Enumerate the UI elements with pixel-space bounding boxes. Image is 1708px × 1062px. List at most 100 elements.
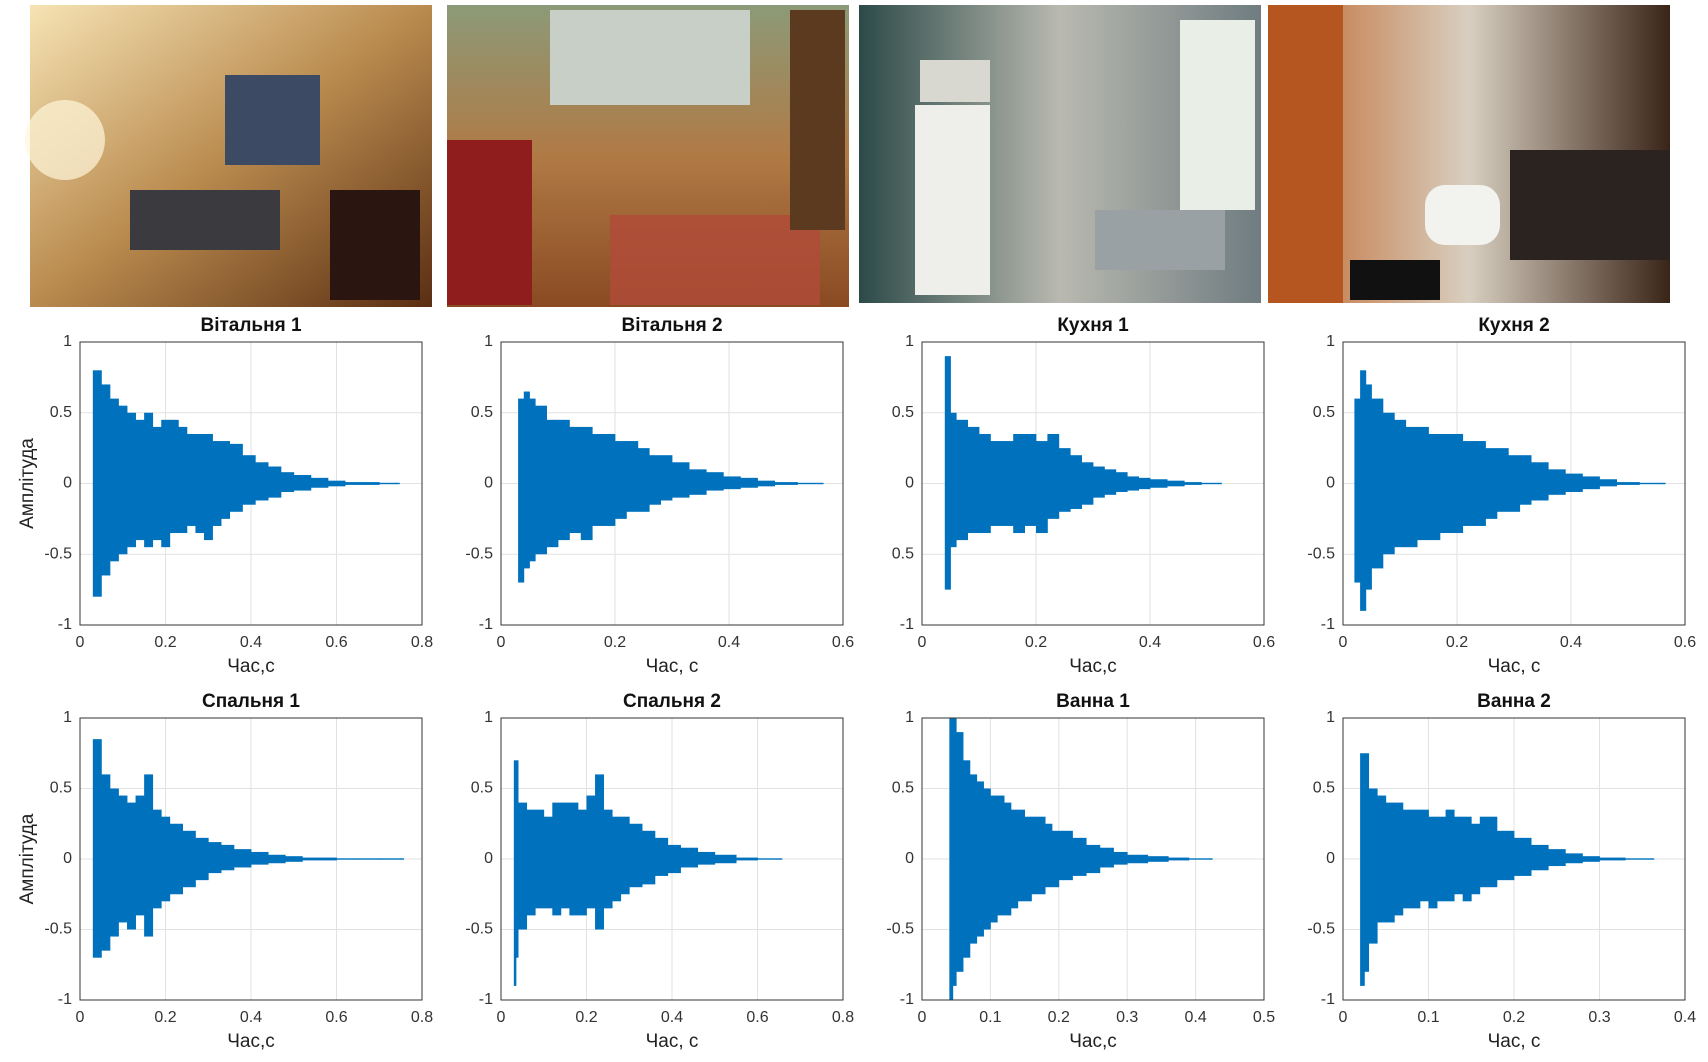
waveform-segment xyxy=(242,455,255,505)
x-tick-label: 0.4 xyxy=(240,1009,262,1026)
waveform-segment xyxy=(638,448,650,512)
waveform-segment xyxy=(1082,462,1094,504)
y-tick-label: 0.5 xyxy=(471,404,493,421)
waveform-segment xyxy=(1417,427,1429,540)
waveform-segment xyxy=(698,852,716,865)
waveform-segment xyxy=(230,444,243,512)
waveform-segment xyxy=(984,789,991,930)
chart-title: Кухня 2 xyxy=(1478,315,1549,336)
waveform-segment xyxy=(1086,845,1100,873)
waveform-segment xyxy=(251,852,269,865)
y-tick-label: 0 xyxy=(905,475,914,492)
waveform-segment xyxy=(953,718,957,986)
waveform-segment xyxy=(1480,817,1498,888)
waveform-segment xyxy=(1201,483,1219,484)
waveform-segment xyxy=(337,858,359,859)
y-tick-label: 1 xyxy=(905,333,914,350)
y-tick-label: -1 xyxy=(900,616,914,633)
waveform-segment xyxy=(1383,413,1395,555)
waveform-segment xyxy=(1474,441,1486,526)
y-tick-label: -1 xyxy=(1321,991,1335,1008)
waveform-segment xyxy=(178,427,187,533)
waveform-segment xyxy=(101,384,110,575)
waveform-segment xyxy=(1127,855,1148,863)
waveform-segment xyxy=(136,796,145,916)
waveform-segment xyxy=(208,842,221,873)
waveform-segment xyxy=(1093,467,1105,498)
waveform-segment xyxy=(1114,852,1128,865)
waveform-segment xyxy=(1218,483,1221,484)
waveform-segment xyxy=(1582,856,1600,862)
waveform-segment xyxy=(544,817,553,909)
waveform-segment xyxy=(581,427,593,540)
waveform-segment xyxy=(1520,455,1532,505)
waveform-segment xyxy=(1411,810,1420,909)
waveform-segment xyxy=(1354,399,1360,583)
waveform-segment xyxy=(518,803,527,930)
waveform-segment xyxy=(1565,474,1583,492)
waveform-segment xyxy=(1463,441,1475,526)
chart-title: Вітальня 1 xyxy=(200,315,301,336)
waveform-segment xyxy=(758,858,780,859)
waveform-segment xyxy=(1531,462,1549,500)
waveform-segment xyxy=(1004,803,1011,916)
waveform-segment xyxy=(161,817,170,902)
waveform-segment xyxy=(1446,810,1455,902)
waveform-segment xyxy=(1127,476,1139,490)
waveform-segment xyxy=(1366,384,1372,589)
waveform-segment xyxy=(1440,434,1452,533)
x-tick-label: 0.2 xyxy=(604,634,626,651)
waveform-segment xyxy=(221,845,234,870)
waveform-segment xyxy=(1364,753,1369,972)
photo-living-room-2 xyxy=(447,5,849,307)
waveform-segment xyxy=(183,831,196,887)
y-tick-label: 1 xyxy=(1326,333,1335,350)
waveform-segment xyxy=(626,441,638,512)
waveform-segment xyxy=(1031,817,1038,895)
waveform-segment xyxy=(1072,838,1086,876)
waveform-plot: 00.20.40.60.8-1-0.500.51Спальня 2Час, с xyxy=(465,691,854,1052)
waveform-segment xyxy=(569,427,581,533)
waveform-segment xyxy=(779,858,782,859)
y-tick-label: -1 xyxy=(1321,616,1335,633)
y-tick-label: 1 xyxy=(905,709,914,726)
waveform-segment xyxy=(234,849,252,867)
waveform-segment xyxy=(681,848,699,868)
waveform-segment xyxy=(642,831,655,885)
waveform-segment xyxy=(204,434,213,540)
waveform-plot: 00.10.20.30.4-1-0.500.51Ванна 2Час, с xyxy=(1307,691,1696,1052)
y-axis-label: Амплітуда xyxy=(17,438,38,529)
waveform-segment xyxy=(268,467,281,498)
x-tick-label: 0.2 xyxy=(1025,634,1047,651)
waveform-segment xyxy=(552,803,561,916)
waveform-segment xyxy=(170,420,179,533)
waveform-segment xyxy=(1582,476,1600,489)
y-tick-label: -0.5 xyxy=(44,921,72,938)
waveform-segment xyxy=(1116,472,1128,492)
waveform-segment xyxy=(979,434,991,533)
waveform-segment xyxy=(1625,858,1651,859)
waveform-segment xyxy=(302,858,320,861)
waveform-segment xyxy=(1184,482,1202,485)
waveform-segment xyxy=(621,817,630,895)
waveform-segment xyxy=(1036,441,1048,533)
y-tick-label: 1 xyxy=(1326,709,1335,726)
waveform-segment xyxy=(170,824,183,895)
y-tick-label: -1 xyxy=(900,991,914,1008)
waveform-segment xyxy=(1209,858,1212,859)
x-tick-label: 0 xyxy=(918,1009,927,1026)
waveform-segment xyxy=(110,789,119,937)
waveform-segment xyxy=(535,810,544,909)
waveform-segment xyxy=(1139,478,1151,489)
x-tick-label: 0.6 xyxy=(325,1009,347,1026)
waveform-segment xyxy=(93,370,102,596)
y-tick-label: 0.5 xyxy=(1313,404,1335,421)
chart-title: Вітальня 2 xyxy=(621,315,722,336)
waveform-segment xyxy=(1045,824,1052,887)
waveform-segment xyxy=(1548,469,1566,494)
x-tick-label: 0.4 xyxy=(718,634,740,651)
x-tick-label: 0 xyxy=(497,1009,506,1026)
waveform-segment xyxy=(615,441,627,519)
chart-title: Кухня 1 xyxy=(1057,315,1129,336)
